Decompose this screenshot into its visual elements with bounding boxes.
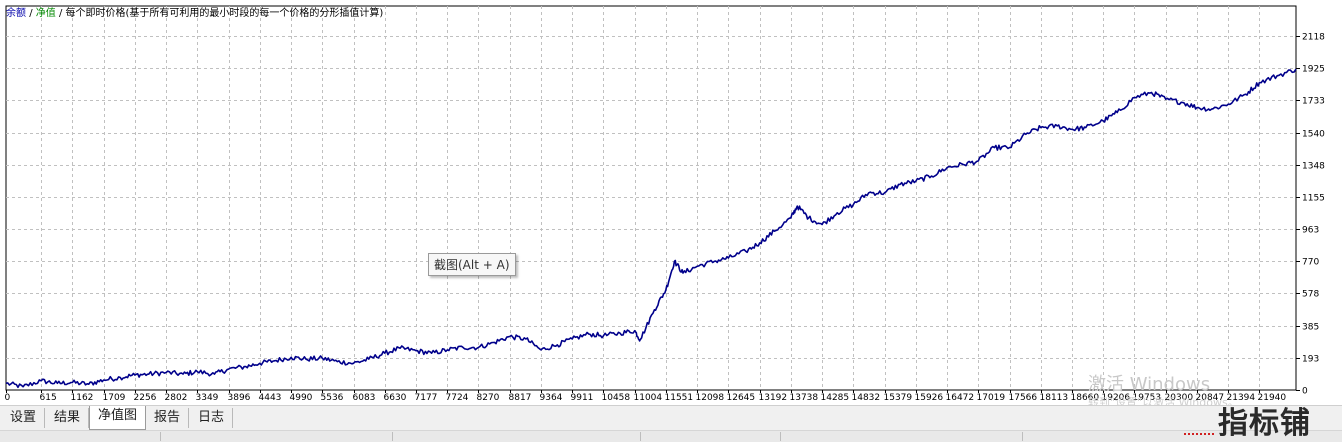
x-tick-label: 13738: [790, 393, 819, 403]
y-tick-label: 0: [1302, 387, 1308, 397]
tab-journal[interactable]: 日志: [190, 408, 233, 428]
x-tick-label: 5536: [321, 393, 344, 403]
connection-status-indicator: [1184, 433, 1214, 438]
x-tick-label: 6083: [353, 393, 376, 403]
x-tick-label: 9911: [571, 393, 594, 403]
y-tick-label: 1155: [1302, 194, 1325, 204]
x-tick-label: 21940: [1258, 393, 1287, 403]
y-tick-label: 1925: [1302, 65, 1325, 75]
x-tick-label: 3896: [228, 393, 251, 403]
equity-chart: 0 193 385 578 770 963 1155 1348 1540 1733 1925 2118…: [0, 0, 1342, 409]
x-tick-label: 19206: [1102, 393, 1131, 403]
x-tick-label: 2802: [165, 393, 188, 403]
status-divider: [1022, 432, 1023, 441]
x-tick-label: 4443: [259, 393, 282, 403]
y-tick-label: 963: [1302, 226, 1319, 236]
x-tick-label: 9364: [540, 393, 563, 403]
x-tick-label: 15379: [884, 393, 913, 403]
tab-settings[interactable]: 设置: [2, 408, 45, 428]
chart-legend: 余额 / 净值 / 每个即时价格(基于所有可利用的最小时段的每一个价格的分形插值…: [6, 4, 383, 19]
x-tick-label: 615: [40, 393, 57, 403]
x-tick-label: 10458: [602, 393, 631, 403]
brand-logo-text: 指标铺: [1218, 406, 1311, 441]
x-tick-label: 4990: [290, 393, 313, 403]
tab-results[interactable]: 结果: [46, 408, 89, 428]
x-tick-label: 18113: [1040, 393, 1069, 403]
x-tick-label: 19753: [1133, 393, 1162, 403]
x-tick-label: 0: [5, 393, 11, 403]
tab-equity-chart[interactable]: 净值图: [89, 406, 146, 430]
y-tick-label: 2118: [1302, 33, 1325, 43]
activate-windows-watermark: 激活 Windows: [1088, 374, 1211, 395]
legend-separator: /: [58, 8, 63, 19]
x-tick-label: 12645: [727, 393, 756, 403]
x-tick-label: 17566: [1009, 393, 1038, 403]
x-tick-label: 20847: [1196, 393, 1225, 403]
x-tick-label: 3349: [196, 393, 219, 403]
x-tick-label: 7177: [415, 393, 438, 403]
x-tick-label: 8270: [477, 393, 500, 403]
x-tick-label: 18660: [1071, 393, 1100, 403]
x-tick-label: 15926: [915, 393, 944, 403]
equity-series-line: [5, 68, 1297, 389]
x-tick-label: 20300: [1165, 393, 1194, 403]
x-tick-label: 7724: [446, 393, 469, 403]
x-tick-label: 21394: [1227, 393, 1256, 403]
x-tick-label: 16472: [946, 393, 975, 403]
x-tick-label: 12098: [696, 393, 725, 403]
x-tick-label: 1162: [71, 393, 94, 403]
x-tick-label: 11551: [665, 393, 694, 403]
x-tick-label: 8817: [509, 393, 532, 403]
status-divider: [640, 432, 641, 441]
x-tick-label: 14832: [852, 393, 881, 403]
x-tick-label: 13192: [759, 393, 788, 403]
legend-equity: 净值: [35, 8, 56, 19]
screenshot-tooltip: 截图(Alt + A): [428, 253, 516, 276]
x-tick-label: 1709: [103, 393, 126, 403]
y-tick-label: 1540: [1302, 130, 1325, 140]
x-tick-label: 14285: [821, 393, 850, 403]
x-tick-label: 6630: [384, 393, 407, 403]
chart-canvas: 0 193 385 578 770 963 1155 1348 1540 1733 1925 2118…: [5, 5, 1325, 403]
y-tick-label: 578: [1302, 290, 1319, 300]
tester-tab-bar: 设置 结果 净值图 报告 日志: [0, 405, 1342, 430]
status-divider: [780, 432, 781, 441]
y-tick-label: 1733: [1302, 97, 1325, 107]
legend-description: 每个即时价格(基于所有可利用的最小时段的每一个价格的分形插值计算): [65, 8, 384, 19]
y-tick-label: 1348: [1302, 162, 1325, 172]
y-tick-label: 770: [1302, 258, 1319, 268]
status-bar: [0, 430, 1342, 442]
status-divider: [160, 432, 161, 441]
x-tick-label: 17019: [977, 393, 1006, 403]
status-divider: [392, 432, 393, 441]
tab-report[interactable]: 报告: [146, 408, 189, 428]
y-tick-label: 385: [1302, 323, 1319, 333]
x-tick-label: 2256: [134, 393, 157, 403]
x-tick-label: 11004: [634, 393, 663, 403]
y-tick-label: 193: [1302, 355, 1319, 365]
legend-balance: 余额: [6, 8, 26, 19]
legend-separator: /: [29, 8, 33, 19]
